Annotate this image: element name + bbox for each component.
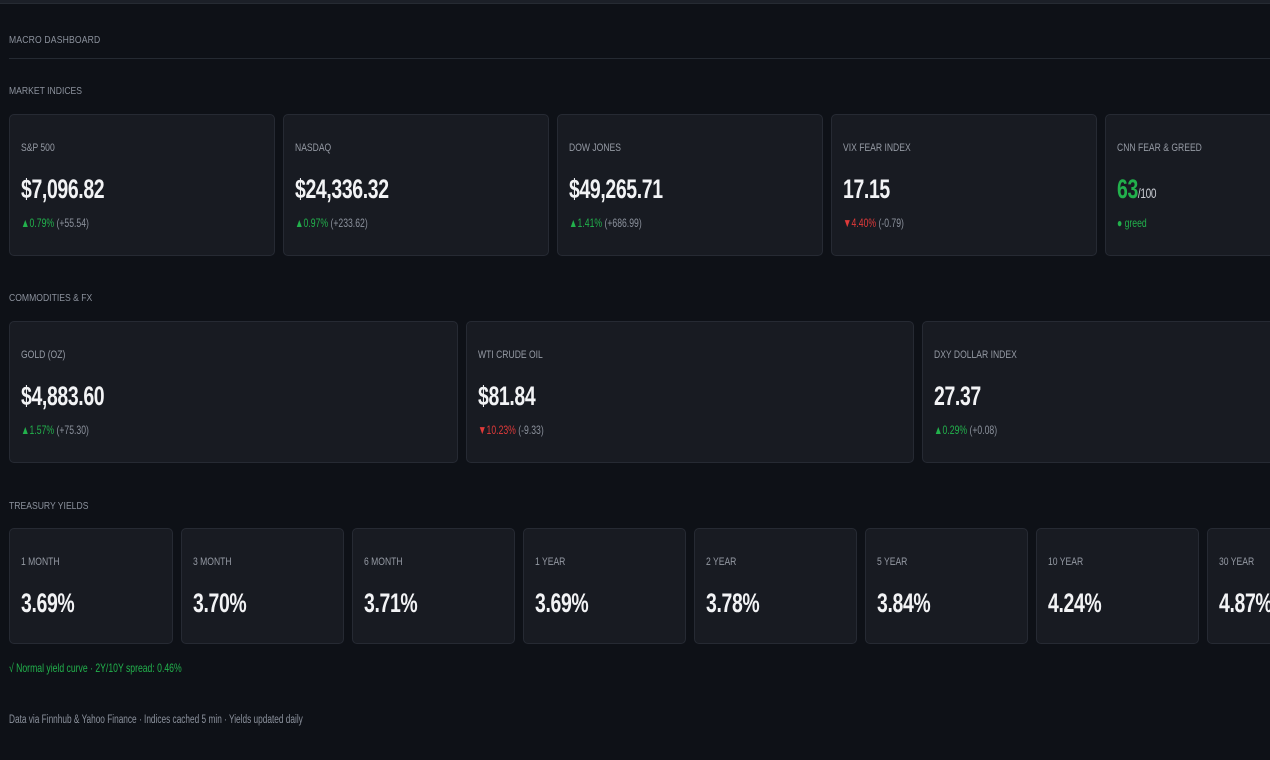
fear-greed-score: 63 (1117, 174, 1138, 204)
yield-label: 10 YEAR (1048, 556, 1084, 568)
commodity-value: $4,883.60 (21, 381, 105, 411)
page-title: MACRO DASHBOARD (9, 34, 101, 46)
change-percent: 0.79% (29, 216, 55, 230)
yield-card-10-year[interactable]: 10 YEAR 4.24% (1036, 528, 1199, 644)
commodity-change: ▲1.57% (+75.30) (21, 423, 89, 437)
up-arrow-icon: ▲ (21, 216, 30, 230)
yield-value: 3.69% (535, 588, 589, 618)
index-card-sp500[interactable]: S&P 500 $7,096.82 ▲0.79% (+55.54) (9, 114, 275, 256)
commodity-card-wti-crude[interactable]: WTI CRUDE OIL $81.84 ▼10.23% (-9.33) (466, 321, 914, 463)
yield-card-30-year[interactable]: 30 YEAR 4.87% (1207, 528, 1270, 644)
commodity-card-gold[interactable]: GOLD (OZ) $4,883.60 ▲1.57% (+75.30) (9, 321, 458, 463)
yield-card-1-month[interactable]: 1 MONTH 3.69% (9, 528, 173, 644)
yield-curve-status: √ Normal yield curve · 2Y/10Y spread: 0.… (9, 661, 182, 675)
up-arrow-icon: ▲ (934, 423, 943, 437)
change-absolute: (-9.33) (518, 423, 544, 437)
yield-value: 4.87% (1219, 588, 1270, 618)
footer-attribution: Data via Finnhub & Yahoo Finance · Indic… (9, 714, 303, 726)
change-percent: 1.41% (577, 216, 603, 230)
up-arrow-icon: ▲ (295, 216, 304, 230)
commodity-label: WTI CRUDE OIL (478, 349, 543, 361)
change-absolute: (+55.54) (56, 216, 89, 230)
up-arrow-icon: ▲ (569, 216, 578, 230)
change-absolute: (+0.08) (969, 423, 998, 437)
yield-card-5-year[interactable]: 5 YEAR 3.84% (865, 528, 1028, 644)
commodity-change: ▼10.23% (-9.33) (478, 423, 544, 437)
index-label: NASDAQ (295, 142, 332, 154)
yield-card-3-month[interactable]: 3 MONTH 3.70% (181, 528, 344, 644)
fear-greed-label: CNN FEAR & GREED (1117, 142, 1202, 154)
yield-label: 6 MONTH (364, 556, 403, 568)
yield-value: 4.24% (1048, 588, 1102, 618)
change-percent: 0.97% (303, 216, 329, 230)
index-label: VIX FEAR INDEX (843, 142, 911, 154)
yield-label: 30 YEAR (1219, 556, 1255, 568)
yield-card-1-year[interactable]: 1 YEAR 3.69% (523, 528, 686, 644)
yield-value: 3.78% (706, 588, 760, 618)
index-change: ▲0.79% (+55.54) (21, 216, 89, 230)
yield-label: 1 MONTH (21, 556, 60, 568)
yield-value: 3.84% (877, 588, 931, 618)
change-percent: 0.29% (942, 423, 968, 437)
sentiment-text: greed (1124, 216, 1147, 230)
commodity-value: 27.37 (934, 381, 981, 411)
fear-greed-value: 63/100 (1117, 174, 1156, 205)
yield-label: 1 YEAR (535, 556, 566, 568)
yield-card-2-year[interactable]: 2 YEAR 3.78% (694, 528, 857, 644)
commodity-value: $81.84 (478, 381, 536, 411)
yields-row: 1 MONTH 3.69% 3 MONTH 3.70% 6 MONTH 3.71… (9, 528, 1270, 644)
down-arrow-icon: ▼ (843, 216, 852, 230)
index-value: $49,265.71 (569, 174, 663, 204)
index-change: ▲1.41% (+686.99) (569, 216, 642, 230)
index-change: ▼4.40% (-0.79) (843, 216, 904, 230)
fear-greed-card[interactable]: CNN FEAR & GREED 63/100 ● greed (1105, 114, 1270, 256)
index-label: DOW JONES (569, 142, 621, 154)
change-absolute: (+233.62) (330, 216, 368, 230)
commodity-card-dxy[interactable]: DXY DOLLAR INDEX 27.37 ▲0.29% (+0.08) (922, 321, 1270, 463)
index-card-vix[interactable]: VIX FEAR INDEX 17.15 ▼4.40% (-0.79) (831, 114, 1097, 256)
yield-label: 2 YEAR (706, 556, 737, 568)
change-percent: 10.23% (486, 423, 516, 437)
commodities-row: GOLD (OZ) $4,883.60 ▲1.57% (+75.30) WTI … (9, 321, 1270, 463)
index-change: ▲0.97% (+233.62) (295, 216, 368, 230)
section-treasury-yields: TREASURY YIELDS (9, 500, 89, 512)
index-card-dow-jones[interactable]: DOW JONES $49,265.71 ▲1.41% (+686.99) (557, 114, 823, 256)
change-absolute: (+75.30) (56, 423, 89, 437)
index-value: $7,096.82 (21, 174, 105, 204)
title-divider (9, 58, 1270, 59)
commodity-change: ▲0.29% (+0.08) (934, 423, 997, 437)
section-commodities-fx: COMMODITIES & FX (9, 292, 93, 304)
change-percent: 4.40% (851, 216, 877, 230)
commodity-label: DXY DOLLAR INDEX (934, 349, 1017, 361)
index-value: $24,336.32 (295, 174, 389, 204)
yield-label: 3 MONTH (193, 556, 232, 568)
yield-value: 3.69% (21, 588, 75, 618)
section-market-indices: MARKET INDICES (9, 85, 83, 97)
fear-greed-sentiment: ● greed (1117, 216, 1147, 230)
indices-row: S&P 500 $7,096.82 ▲0.79% (+55.54) NASDAQ… (9, 114, 1270, 256)
yield-label: 5 YEAR (877, 556, 908, 568)
change-absolute: (+686.99) (604, 216, 642, 230)
index-card-nasdaq[interactable]: NASDAQ $24,336.32 ▲0.97% (+233.62) (283, 114, 549, 256)
index-label: S&P 500 (21, 142, 55, 154)
top-border (0, 0, 1270, 4)
yield-value: 3.70% (193, 588, 247, 618)
yield-card-6-month[interactable]: 6 MONTH 3.71% (352, 528, 515, 644)
change-percent: 1.57% (29, 423, 55, 437)
up-arrow-icon: ▲ (21, 423, 30, 437)
fear-greed-scale: /100 (1137, 185, 1157, 201)
change-absolute: (-0.79) (878, 216, 904, 230)
index-value: 17.15 (843, 174, 890, 204)
down-arrow-icon: ▼ (478, 423, 487, 437)
commodity-label: GOLD (OZ) (21, 349, 66, 361)
status-dot-icon: ● (1117, 216, 1123, 230)
yield-value: 3.71% (364, 588, 418, 618)
